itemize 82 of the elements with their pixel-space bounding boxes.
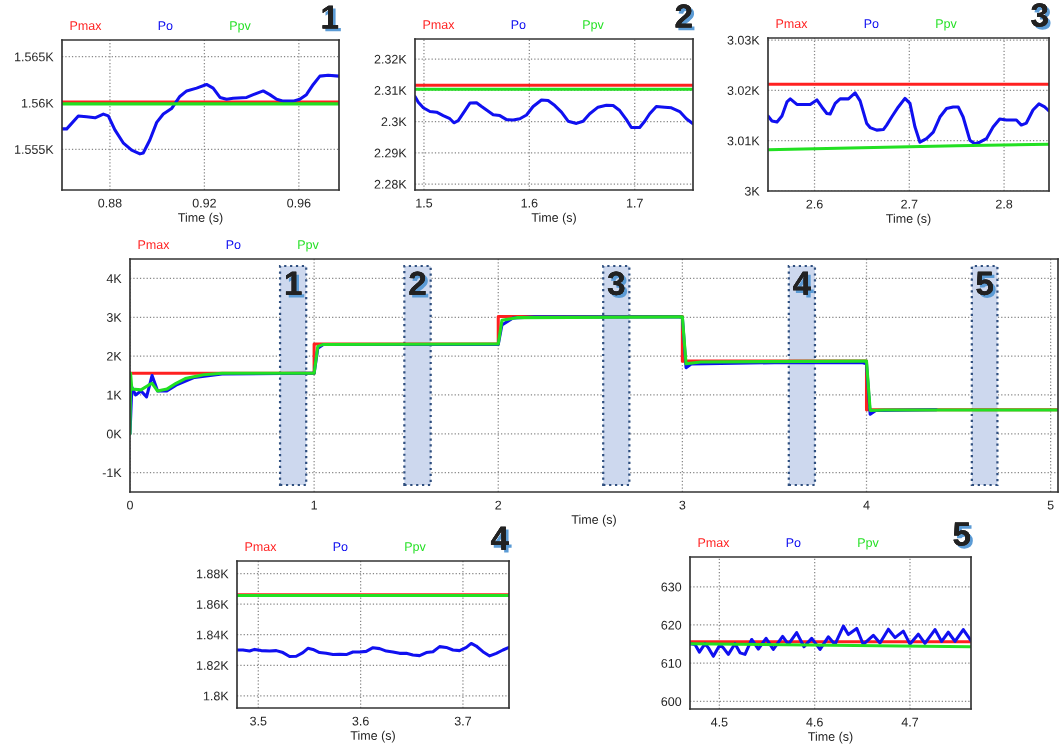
x-axis-title: Time (s) [571, 514, 616, 527]
x-tick-label: 4.6 [806, 717, 823, 727]
text: Ppv [230, 21, 251, 33]
y-tick-label: -1K [102, 468, 122, 478]
x-tick-label: 2.7 [901, 199, 918, 209]
x-tick-label: 0.92 [192, 198, 216, 208]
x-tick-label: 3.7 [454, 716, 472, 726]
x-tick-label: 5 [1047, 500, 1054, 510]
chart-title: 4 [490, 526, 512, 553]
chart-title: 5 [953, 522, 973, 549]
text: Po [158, 21, 173, 31]
text: Pmax [138, 240, 170, 250]
y-tick-label: 1.56K [21, 98, 54, 108]
y-tick-label: 1K [107, 390, 122, 400]
y-tick-label: 2.31K [374, 86, 407, 95]
text: Po [226, 240, 241, 250]
y-tick-label: 3.01K [727, 136, 760, 146]
x-axis-title: Time (s) [350, 730, 395, 743]
text: Ppv [858, 538, 879, 550]
y-tick-label: 2.3K [381, 117, 407, 127]
band-label: 2 [409, 271, 429, 298]
y-tick-label: 600 [661, 697, 682, 707]
x-tick-label: 4.7 [901, 717, 919, 727]
x-tick-label: 0.88 [98, 198, 122, 208]
text: Pmax [776, 19, 808, 29]
band-label: 1 [285, 271, 305, 298]
text: Ppv [936, 19, 957, 31]
x-tick-label: 3.6 [352, 716, 369, 726]
x-tick-label: 3.5 [250, 716, 267, 726]
chart-title: 1 [322, 5, 341, 32]
x-tick-label: 1 [311, 500, 317, 510]
x-tick-label: 0 [127, 500, 133, 510]
x-tick-label: 2.8 [996, 199, 1013, 209]
text: Ppv [583, 20, 604, 32]
y-tick-label: 620 [661, 620, 682, 630]
y-tick-label: 1.84K [196, 630, 229, 640]
x-tick-label: 4.5 [710, 717, 728, 727]
x-tick-label: 1.7 [626, 198, 643, 208]
x-tick-label: 2.6 [806, 199, 823, 209]
text: Pmax [698, 538, 730, 548]
band-label: 4 [793, 271, 814, 298]
y-tick-label: 2.32K [374, 54, 407, 64]
y-tick-label: 1.565K [15, 52, 54, 62]
x-axis-title: Time (s) [531, 212, 576, 225]
x-axis-title: Time (s) [886, 213, 931, 226]
y-tick-label: 2.28K [374, 179, 407, 189]
y-tick-label: 1.88K [196, 569, 229, 579]
y-tick-label: 1.555K [15, 145, 54, 154]
y-tick-label: 1.86K [196, 600, 229, 609]
y-tick-label: 3.02K [727, 86, 760, 95]
text: Po [864, 19, 879, 29]
x-tick-label: 3 [679, 500, 686, 510]
y-tick-label: 3K [744, 186, 760, 196]
text: Ppv [298, 240, 319, 252]
y-tick-label: 2K [107, 351, 122, 361]
text: Po [333, 542, 348, 552]
y-tick-label: 3.03K [727, 35, 760, 45]
text: Po [786, 538, 801, 548]
y-tick-label: 3K [106, 313, 122, 322]
text: Po [511, 20, 526, 30]
y-tick-label: 0K [106, 429, 122, 439]
y-tick-label: 4K [106, 274, 122, 283]
band-label: 5 [976, 271, 996, 298]
x-tick-label: 1.6 [521, 198, 538, 208]
y-tick-label: 630 [661, 582, 682, 592]
text: Pmax [70, 21, 102, 31]
chart-title: 2 [675, 4, 695, 31]
y-tick-label: 1.8K [203, 691, 229, 701]
x-tick-label: 1.5 [416, 198, 433, 208]
y-tick-label: 1.82K [196, 661, 229, 670]
y-tick-label: 2.29K [374, 148, 407, 158]
x-axis-title: Time (s) [178, 212, 223, 225]
x-tick-label: 4 [863, 500, 870, 510]
text: Pmax [245, 542, 277, 552]
y-tick-label: 610 [661, 658, 682, 668]
x-tick-label: 0.96 [287, 198, 311, 208]
x-tick-label: 2 [495, 500, 502, 510]
x-axis-title: Time (s) [808, 731, 853, 744]
text: Pmax [423, 20, 455, 30]
chart-title: 3 [1031, 3, 1051, 30]
text: Ppv [405, 542, 426, 554]
band-label: 3 [607, 271, 628, 298]
